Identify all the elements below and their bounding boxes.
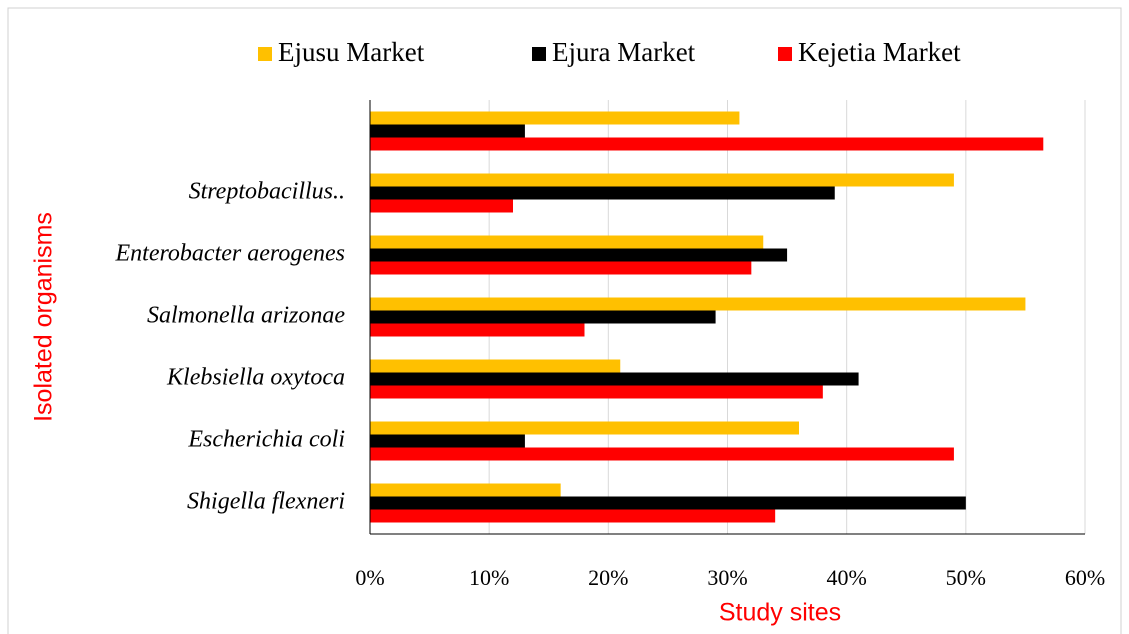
bar xyxy=(370,434,525,448)
y-tick-label: Klebsiella oxytoca xyxy=(166,365,345,391)
x-tick-label: 0% xyxy=(355,565,384,590)
bar xyxy=(370,186,835,200)
bar xyxy=(370,297,1026,311)
bar xyxy=(370,310,716,324)
legend-label: Ejusu Market xyxy=(278,37,425,67)
bar xyxy=(370,235,764,249)
x-tick-label: 20% xyxy=(588,565,628,590)
bar xyxy=(370,173,954,187)
bar xyxy=(370,385,823,399)
frame xyxy=(7,7,1122,634)
y-tick-label: Salmonella arizonae xyxy=(147,303,345,329)
y-tick-label: Streptobacillus.. xyxy=(189,179,345,205)
bar xyxy=(370,483,561,497)
bar xyxy=(370,509,776,523)
bar xyxy=(370,137,1044,151)
bar xyxy=(370,261,752,275)
y-tick-label: Shigella flexneri xyxy=(187,489,345,515)
x-tick-label: 10% xyxy=(469,565,509,590)
bar xyxy=(370,359,621,373)
x-tick-label: 60% xyxy=(1065,565,1105,590)
bar xyxy=(370,199,513,213)
y-tick-label: Escherichia coli xyxy=(187,427,345,453)
x-axis-label: Study sites xyxy=(719,599,841,627)
bar xyxy=(370,323,585,337)
x-tick-label: 30% xyxy=(707,565,747,590)
legend-swatch xyxy=(778,47,792,61)
legend-label: Ejura Market xyxy=(552,37,696,67)
bar xyxy=(370,372,859,386)
y-axis-label: Isolated organisms xyxy=(30,212,58,422)
legend-label: Kejetia Market xyxy=(798,37,961,67)
y-tick-label: Enterobacter aerogenes xyxy=(115,241,346,267)
bar xyxy=(370,111,740,125)
bar xyxy=(370,124,525,138)
x-tick-label: 40% xyxy=(827,565,867,590)
bar xyxy=(370,496,966,510)
bar xyxy=(370,248,788,262)
legend-swatch xyxy=(258,47,272,61)
bar xyxy=(370,447,954,461)
legend-swatch xyxy=(532,47,546,61)
bar xyxy=(370,421,799,435)
x-tick-label: 50% xyxy=(946,565,986,590)
